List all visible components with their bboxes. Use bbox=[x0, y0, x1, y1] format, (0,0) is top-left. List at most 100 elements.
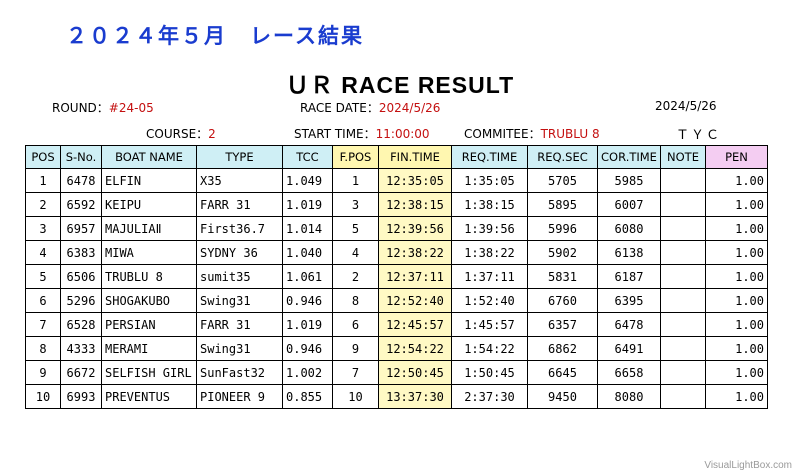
cell-fin-time: 12:38:15 bbox=[378, 192, 452, 217]
header-tcc: TCC bbox=[282, 145, 333, 169]
cell-cor-time: 6007 bbox=[597, 192, 661, 217]
cell-note bbox=[660, 240, 706, 265]
race-date-info: RACE DATE：2024/5/26 bbox=[300, 99, 440, 116]
header-sno: S-No. bbox=[60, 145, 102, 169]
results-table: POS S-No. BOAT NAME TYPE TCC F.POS FIN.T… bbox=[25, 145, 768, 409]
race-result-title: ＵＲ RACE RESULT bbox=[285, 72, 515, 98]
cell-tcc: 1.040 bbox=[282, 240, 333, 265]
cell-req-sec: 5831 bbox=[527, 264, 598, 289]
cell-cor-time: 6080 bbox=[597, 216, 661, 241]
cell-fin-time: 12:37:11 bbox=[378, 264, 452, 289]
cell-type: Swing31 bbox=[196, 336, 283, 361]
cell-type: First36.7 bbox=[196, 216, 283, 241]
cell-boat-name: PREVENTUS bbox=[101, 384, 197, 409]
cell-boat-name: MERAMI bbox=[101, 336, 197, 361]
cell-fin-time: 12:35:05 bbox=[378, 168, 452, 193]
cell-req-time: 1:37:11 bbox=[451, 264, 528, 289]
cell-pos: 5 bbox=[25, 264, 61, 289]
cell-req-sec: 6357 bbox=[527, 312, 598, 337]
course-info: COURSE：2 bbox=[146, 125, 216, 142]
cell-note bbox=[660, 384, 706, 409]
cell-fpos: 4 bbox=[332, 240, 379, 265]
cell-pos: 2 bbox=[25, 192, 61, 217]
cell-pos: 6 bbox=[25, 288, 61, 313]
cell-type: SunFast32 bbox=[196, 360, 283, 385]
cell-boat-name: ELFIN bbox=[101, 168, 197, 193]
table-row: 2 6592 KEIPU FARR 31 1.019 3 12:38:15 1:38:15 58… bbox=[25, 192, 768, 217]
cell-fin-time: 12:50:45 bbox=[378, 360, 452, 385]
cell-note bbox=[660, 264, 706, 289]
start-time-value: 11:00:00 bbox=[375, 127, 430, 141]
cell-pos: 3 bbox=[25, 216, 61, 241]
cell-req-time: 1:39:56 bbox=[451, 216, 528, 241]
cell-pen: 1.00 bbox=[705, 360, 768, 385]
cell-pen: 1.00 bbox=[705, 264, 768, 289]
watermark: VisualLightBox.com bbox=[704, 460, 792, 471]
cell-fin-time: 12:45:57 bbox=[378, 312, 452, 337]
cell-note bbox=[660, 216, 706, 241]
header-pos: POS bbox=[25, 145, 61, 169]
cell-boat-name: TRUBLU 8 bbox=[101, 264, 197, 289]
cell-pos: 10 bbox=[25, 384, 61, 409]
cell-cor-time: 6138 bbox=[597, 240, 661, 265]
cell-cor-time: 8080 bbox=[597, 384, 661, 409]
cell-cor-time: 6491 bbox=[597, 336, 661, 361]
cell-req-time: 1:50:45 bbox=[451, 360, 528, 385]
cell-boat-name: SELFISH GIRL bbox=[101, 360, 197, 385]
table-row: 9 6672 SELFISH GIRL SunFast32 1.002 7 12:50:45… bbox=[25, 360, 768, 385]
table-row: 7 6528 PERSIAN FARR 31 1.019 6 12:45:57 1:45:57… bbox=[25, 312, 768, 337]
cell-type: SYDNY 36 bbox=[196, 240, 283, 265]
cell-sno: 6506 bbox=[60, 264, 102, 289]
cell-req-time: 1:35:05 bbox=[451, 168, 528, 193]
page-title: ２０２４年５月 レース結果 bbox=[66, 24, 364, 48]
cell-boat-name: MAJULIAⅡ bbox=[101, 216, 197, 241]
cell-type: PIONEER 9 bbox=[196, 384, 283, 409]
header-pen: PEN bbox=[705, 145, 768, 169]
round-value: #24-05 bbox=[108, 101, 154, 115]
cell-type: Swing31 bbox=[196, 288, 283, 313]
cell-fin-time: 12:38:22 bbox=[378, 240, 452, 265]
cell-pen: 1.00 bbox=[705, 312, 768, 337]
header-req-sec: REQ.SEC bbox=[527, 145, 598, 169]
round-info: ROUND：#24-05 bbox=[52, 99, 154, 116]
cell-pen: 1.00 bbox=[705, 288, 768, 313]
cell-note bbox=[660, 168, 706, 193]
cell-fpos: 5 bbox=[332, 216, 379, 241]
table-row: 8 4333 MERAMI Swing31 0.946 9 12:54:22 1:54:22 6… bbox=[25, 336, 768, 361]
cell-fpos: 2 bbox=[332, 264, 379, 289]
cell-pen: 1.00 bbox=[705, 192, 768, 217]
committee-info: COMMITEE：TRUBLU 8 bbox=[464, 125, 600, 142]
cell-req-sec: 6645 bbox=[527, 360, 598, 385]
cell-pen: 1.00 bbox=[705, 216, 768, 241]
cell-sno: 4333 bbox=[60, 336, 102, 361]
header-req-time: REQ.TIME bbox=[451, 145, 528, 169]
cell-sno: 6957 bbox=[60, 216, 102, 241]
header-fpos: F.POS bbox=[332, 145, 379, 169]
table-header-row: POS S-No. BOAT NAME TYPE TCC F.POS FIN.T… bbox=[25, 145, 768, 169]
cell-cor-time: 6395 bbox=[597, 288, 661, 313]
cell-pos: 4 bbox=[25, 240, 61, 265]
cell-fin-time: 12:52:40 bbox=[378, 288, 452, 313]
cell-req-time: 1:54:22 bbox=[451, 336, 528, 361]
header-fin-time: FIN.TIME bbox=[378, 145, 452, 169]
cell-tcc: 1.049 bbox=[282, 168, 333, 193]
start-time-label: START TIME： bbox=[294, 127, 376, 141]
cell-tcc: 0.946 bbox=[282, 336, 333, 361]
cell-sno: 6592 bbox=[60, 192, 102, 217]
cell-fpos: 8 bbox=[332, 288, 379, 313]
course-value: 2 bbox=[208, 127, 216, 141]
cell-pen: 1.00 bbox=[705, 384, 768, 409]
cell-tcc: 1.019 bbox=[282, 192, 333, 217]
table-row: 6 5296 SHOGAKUBO Swing31 0.946 8 12:52:40 1:52:… bbox=[25, 288, 768, 313]
cell-fpos: 6 bbox=[332, 312, 379, 337]
cell-fin-time: 13:37:30 bbox=[378, 384, 452, 409]
cell-pen: 1.00 bbox=[705, 336, 768, 361]
cell-cor-time: 5985 bbox=[597, 168, 661, 193]
cell-type: FARR 31 bbox=[196, 312, 283, 337]
cell-tcc: 1.002 bbox=[282, 360, 333, 385]
cell-pos: 9 bbox=[25, 360, 61, 385]
cell-boat-name: KEIPU bbox=[101, 192, 197, 217]
committee-label: COMMITEE： bbox=[464, 127, 541, 141]
cell-req-sec: 5996 bbox=[527, 216, 598, 241]
cell-req-sec: 5705 bbox=[527, 168, 598, 193]
